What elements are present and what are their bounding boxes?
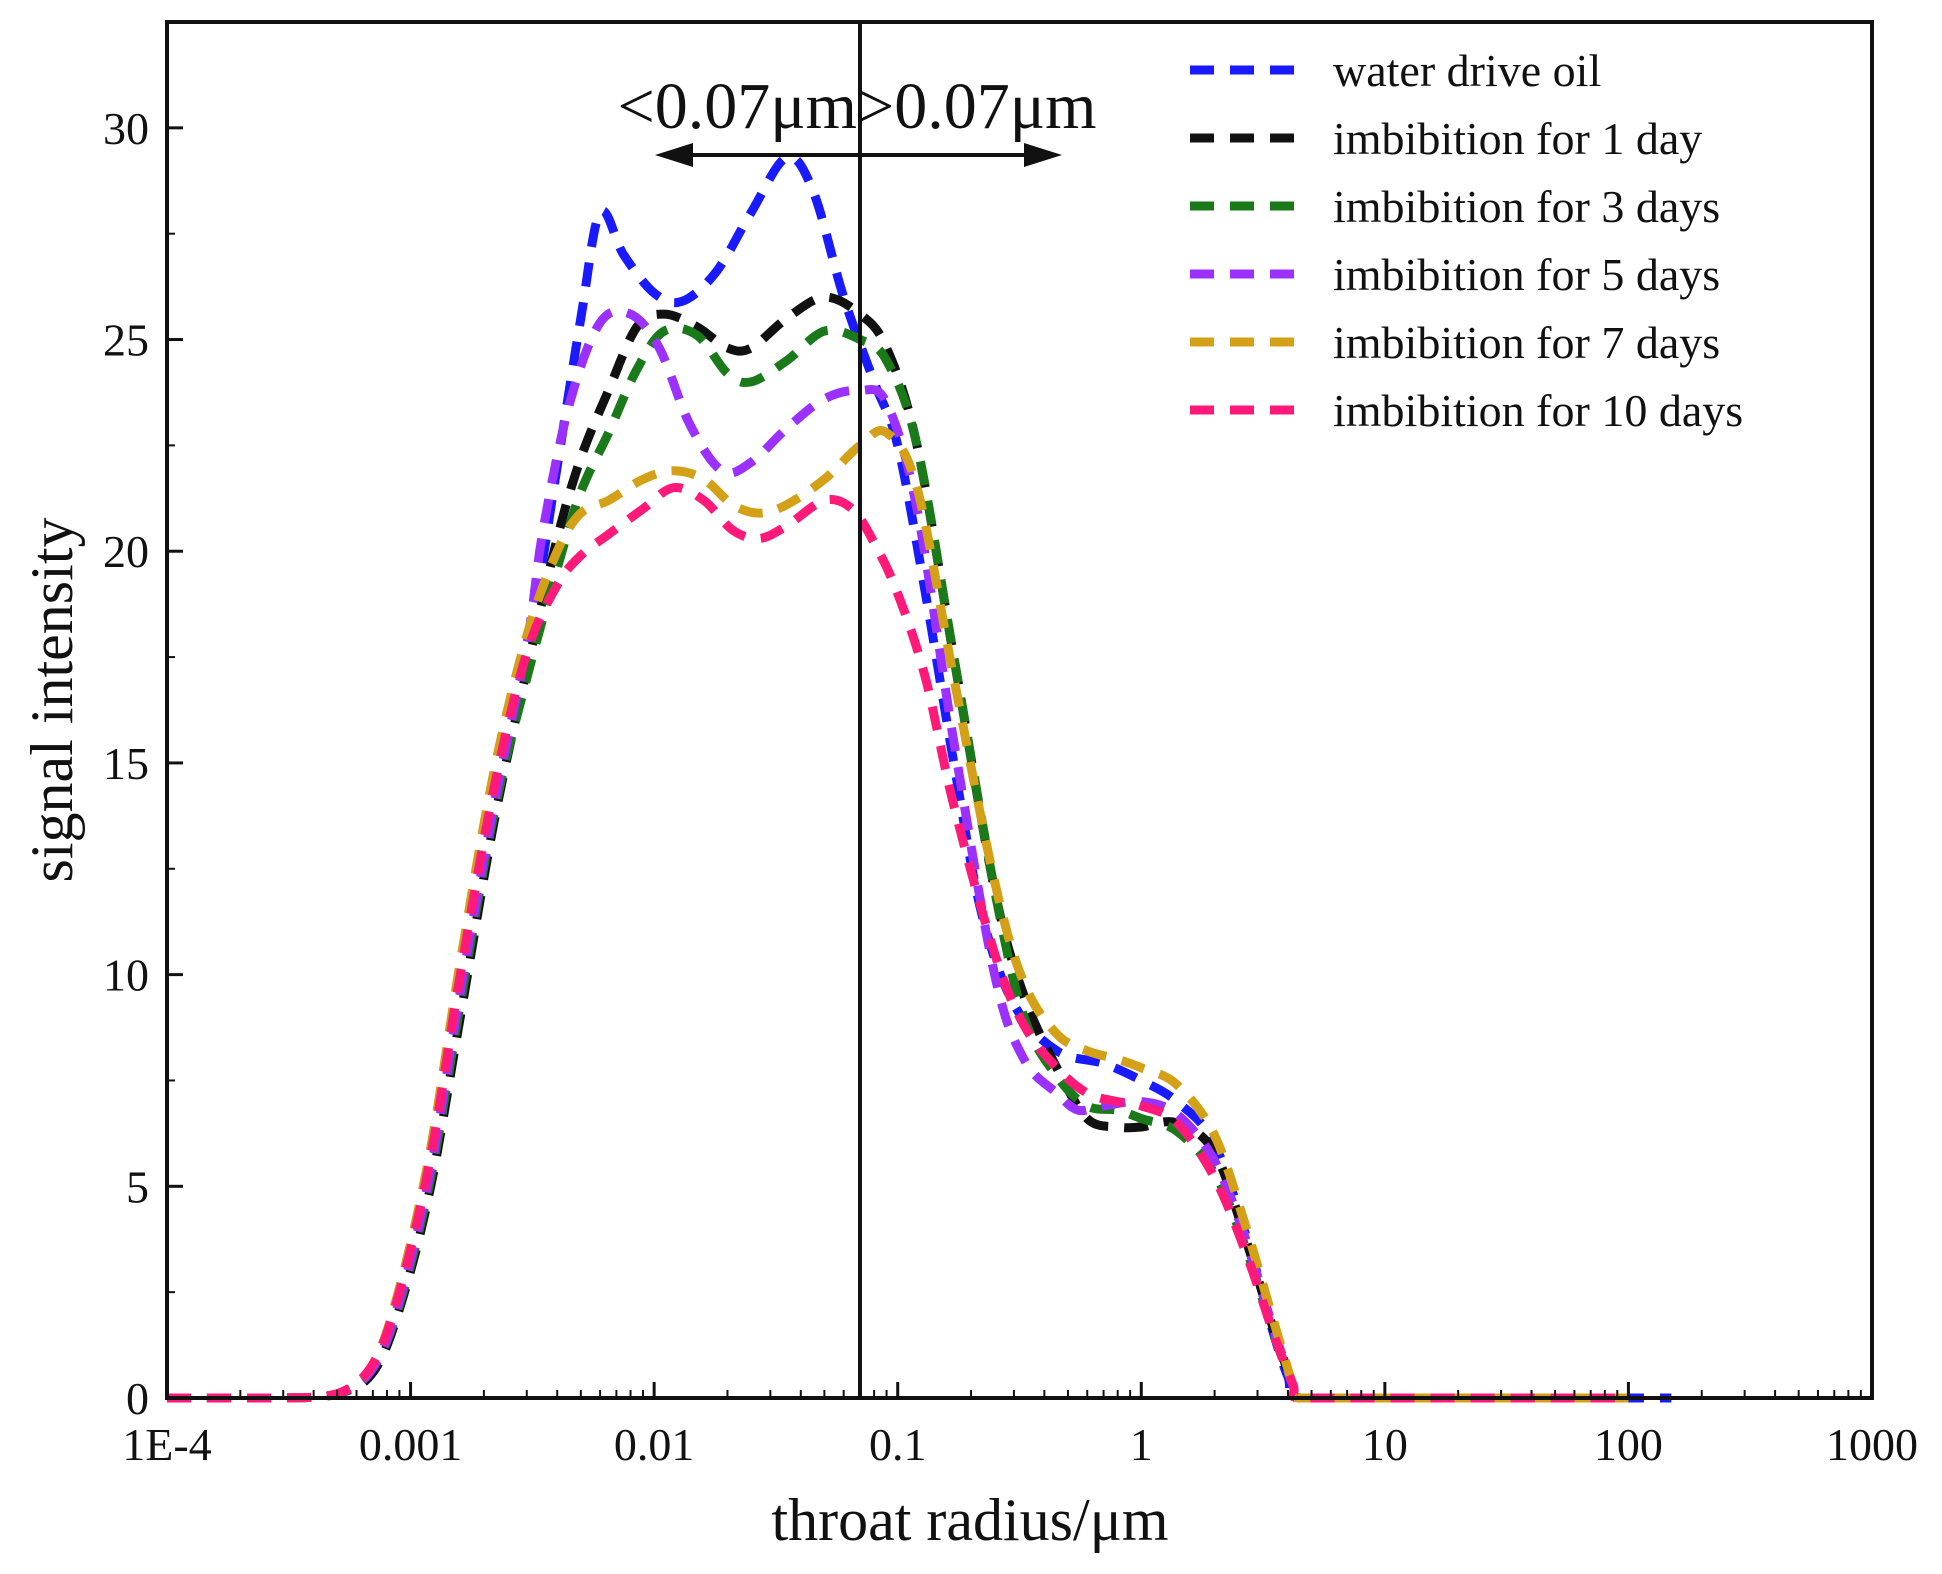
- series-line-6: [167, 483, 1629, 1403]
- x-tick-label-6: 100: [1594, 1419, 1663, 1470]
- x-tick-label-0: 1E-4: [122, 1419, 211, 1470]
- divider-left-label: <0.07μm: [618, 70, 857, 143]
- series-line-2: [167, 292, 1629, 1403]
- y-tick-label-3: 15: [103, 738, 149, 789]
- x-tick-label-3: 0.1: [869, 1419, 927, 1470]
- series-line-3: [167, 323, 1629, 1403]
- x-tick-label-5: 10: [1362, 1419, 1408, 1470]
- series-line-4: [167, 306, 1629, 1403]
- x-tick-label-4: 1: [1130, 1419, 1153, 1470]
- x-tick-label-1: 0.001: [359, 1419, 463, 1470]
- y-tick-label-0: 0: [126, 1373, 149, 1424]
- legend-label-3: imbibition for 3 days: [1333, 181, 1720, 232]
- x-axis-title: throat radius/μm: [771, 1487, 1168, 1553]
- plot-frame: [165, 20, 1874, 1400]
- legend-label-1: water drive oil: [1333, 45, 1601, 96]
- legend-label-4: imbibition for 5 days: [1333, 249, 1720, 300]
- legend-label-2: imbibition for 1 day: [1333, 113, 1702, 164]
- y-tick-label-2: 10: [103, 950, 149, 1001]
- y-tick-label-5: 25: [103, 315, 149, 366]
- x-tick-label-2: 0.01: [614, 1419, 695, 1470]
- series-line-5: [167, 426, 1629, 1403]
- y-tick-label-6: 30: [103, 103, 149, 154]
- y-tick-label-1: 5: [126, 1161, 149, 1212]
- x-tick-label-7: 1000: [1826, 1419, 1918, 1470]
- divider-arrow-right-head: [1024, 143, 1062, 167]
- y-axis-title: signal intensity: [19, 518, 85, 883]
- legend-label-6: imbibition for 10 days: [1333, 385, 1743, 436]
- legend-label-5: imbibition for 7 days: [1333, 317, 1720, 368]
- divider-right-label: >0.07μm: [857, 70, 1096, 143]
- legend: water drive oil imbibition for 1 day imbib…: [1190, 45, 1743, 436]
- y-tick-label-4: 20: [103, 526, 149, 577]
- divider-arrow-left-head: [655, 143, 693, 167]
- plot-layer: 1E-4 0.001 0.01 0.1 1 10 100 1000 0 5 10 15 20 25 30: [103, 22, 1918, 1470]
